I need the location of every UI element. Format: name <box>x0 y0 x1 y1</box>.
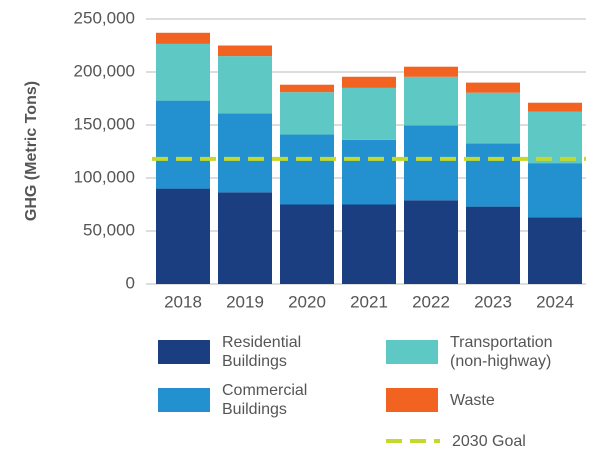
x-tick-label: 2019 <box>226 292 264 311</box>
y-axis-label: GHG (Metric Tons) <box>23 81 40 221</box>
bar-segment <box>218 45 272 57</box>
legend-label: Residential Buildings <box>222 334 302 370</box>
y-tick-label: 0 <box>126 273 135 292</box>
x-tick-label: 2023 <box>474 292 512 311</box>
legend-label: Commercial Buildings <box>222 382 308 418</box>
bar-segment <box>466 143 520 207</box>
x-tick-label: 2021 <box>350 292 388 311</box>
bar-segment <box>528 163 582 218</box>
bar-segment <box>280 84 334 93</box>
bar-segment <box>156 43 210 101</box>
y-tick-label: 150,000 <box>74 114 135 133</box>
bar-segment <box>218 56 272 114</box>
legend-label-box: Transportation (non-highway) <box>450 334 553 370</box>
legend-swatch <box>158 340 210 364</box>
x-tick-label: 2020 <box>288 292 326 311</box>
legend-label-box: Waste <box>450 391 495 409</box>
bar-segment <box>466 206 520 284</box>
legend-label-box: Commercial Buildings <box>222 382 308 418</box>
x-tick-label: 2018 <box>164 292 202 311</box>
y-tick-label: 100,000 <box>74 167 135 186</box>
bar-segment <box>218 192 272 284</box>
bar-segment <box>280 134 334 205</box>
bar-segment <box>342 87 396 140</box>
x-tick-label: 2022 <box>412 292 450 311</box>
bar-segment <box>404 125 458 201</box>
bar-segment <box>528 111 582 164</box>
y-tick-label: 50,000 <box>83 220 135 239</box>
bar-segment <box>466 82 520 93</box>
legend-label: Transportation (non-highway) <box>450 334 553 370</box>
bar-segment <box>280 204 334 284</box>
x-tick-label: 2024 <box>536 292 574 311</box>
bar-segment <box>156 188 210 284</box>
legend-label: 2030 Goal <box>452 433 526 450</box>
bar-segment <box>156 100 210 189</box>
bar-segment <box>404 76 458 126</box>
bar-segment <box>466 92 520 144</box>
bar-segment <box>342 76 396 88</box>
y-tick-label: 200,000 <box>74 61 135 80</box>
bar-segment <box>156 32 210 44</box>
bar-segment <box>528 217 582 284</box>
bar-segment <box>342 139 396 205</box>
legend-swatch <box>386 388 438 412</box>
bar-segment <box>404 200 458 284</box>
legend-swatch <box>386 340 438 364</box>
bar-segment <box>528 102 582 112</box>
bar-segment <box>404 66 458 77</box>
bar-segment <box>280 92 334 135</box>
bar-segment <box>218 113 272 193</box>
legend-swatch <box>158 388 210 412</box>
y-tick-label: 250,000 <box>74 8 135 27</box>
legend-label: Waste <box>450 391 495 409</box>
bar-segment <box>342 204 396 284</box>
legend-label-box: Residential Buildings <box>222 334 302 370</box>
